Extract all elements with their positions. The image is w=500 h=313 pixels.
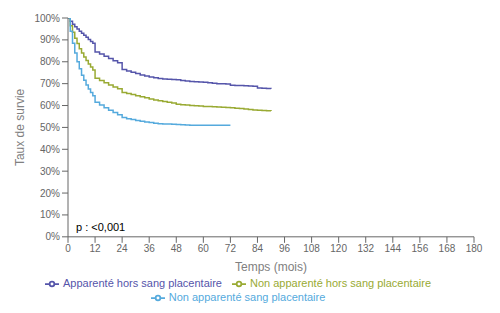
svg-text:108: 108	[303, 243, 320, 254]
svg-text:40%: 40%	[40, 144, 60, 155]
svg-text:10%: 10%	[40, 209, 60, 220]
svg-text:132: 132	[357, 243, 374, 254]
svg-text:90%: 90%	[40, 34, 60, 45]
svg-text:120: 120	[330, 243, 347, 254]
html-text:Apparenté hors sang placentair: Apparenté hors sang placentaire	[63, 276, 222, 289]
svg-text:60%: 60%	[40, 100, 60, 111]
html-text:Non apparenté sang placentaire: Non apparenté sang placentaire	[168, 290, 326, 303]
svg-text:70%: 70%	[40, 78, 60, 89]
svg-text:80%: 80%	[40, 56, 60, 67]
svg-text:100%: 100%	[34, 13, 60, 24]
svg-text:30%: 30%	[40, 166, 60, 177]
svg-text:72: 72	[225, 243, 237, 254]
svg-text:144: 144	[384, 243, 401, 254]
svg-text:60: 60	[198, 243, 210, 254]
svg-text:0: 0	[65, 243, 71, 254]
svg-text:50%: 50%	[40, 122, 60, 133]
svg-text:24: 24	[117, 243, 129, 254]
svg-text:84: 84	[252, 243, 264, 254]
svg-text:156: 156	[412, 243, 429, 254]
svg-text:96: 96	[279, 243, 291, 254]
svg-text:0%: 0%	[46, 231, 61, 242]
svg-text:Temps (mois): Temps (mois)	[235, 260, 307, 274]
svg-text:p : <0,001: p : <0,001	[76, 221, 125, 233]
svg-text:180: 180	[466, 243, 483, 254]
svg-text:36: 36	[144, 243, 156, 254]
svg-text:Taux de survie: Taux de survie	[13, 88, 27, 166]
svg-text:48: 48	[171, 243, 183, 254]
html-text:Non apparenté hors sang placen: Non apparenté hors sang placentaire	[250, 276, 431, 289]
svg-text:168: 168	[439, 243, 456, 254]
svg-text:12: 12	[90, 243, 102, 254]
svg-text:20%: 20%	[40, 188, 60, 199]
